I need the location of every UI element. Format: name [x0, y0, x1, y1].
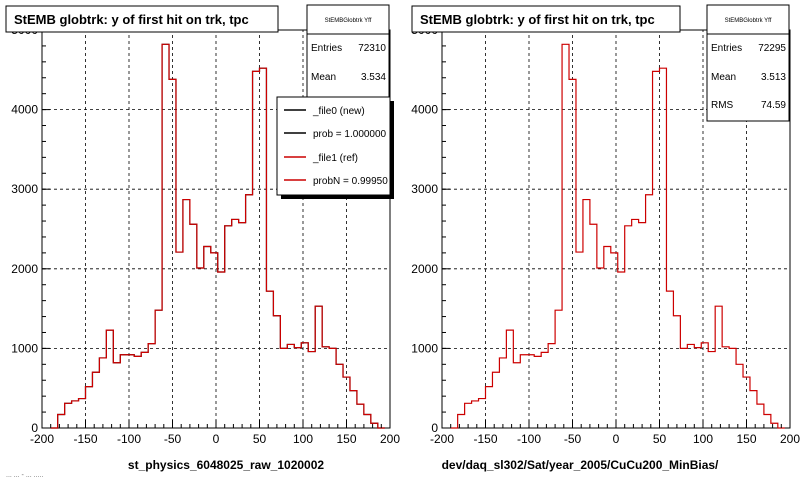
- left-stats-entries-value: 72310: [358, 43, 386, 54]
- x-tick-label: -50: [564, 432, 582, 446]
- right-stats-name: StEMBGlobtrk Yff: [725, 18, 772, 24]
- y-tick-label: 1000: [11, 341, 38, 355]
- y-tick-label: 1000: [411, 341, 438, 355]
- right-histogram: [450, 43, 785, 429]
- right-title: StEMB globtrk: y of first hit on trk, tp…: [420, 12, 655, 27]
- y-tick-label: 2000: [11, 262, 38, 276]
- left-stats-mean-value: 3.534: [361, 72, 386, 83]
- right-stats-box: [706, 4, 790, 122]
- x-tick-label: -100: [517, 432, 541, 446]
- legend-label-1: prob = 1.000000: [313, 129, 387, 140]
- right-stats-mean-value: 3.513: [761, 72, 786, 83]
- x-tick-label: -150: [73, 432, 97, 446]
- left-axis-ticks: -200 -150 -100 -50 0 50 100 150 2000100020003000…: [11, 23, 400, 446]
- x-tick-label: 50: [253, 432, 267, 446]
- y-tick-label: 4000: [411, 103, 438, 117]
- x-tick-label: 200: [780, 432, 800, 446]
- left-histogram: [50, 43, 385, 429]
- left-stats-name: StEMBGlobtrk Yff: [325, 18, 372, 24]
- x-tick-label: 0: [613, 432, 620, 446]
- y-tick-label: 3000: [411, 182, 438, 196]
- left-title-box: [5, 5, 279, 33]
- histogram-series-0: [450, 43, 785, 429]
- x-tick-label: 150: [336, 432, 356, 446]
- y-tick-label: 3000: [11, 182, 38, 196]
- x-tick-label: 200: [380, 432, 400, 446]
- left-title: StEMB globtrk: y of first hit on trk, tp…: [14, 12, 249, 27]
- x-tick-label: -200: [30, 432, 54, 446]
- legend-label-3: probN = 0.99950: [313, 176, 388, 187]
- x-tick-label: -50: [164, 432, 182, 446]
- right-stats-entries-label: Entries: [711, 43, 742, 54]
- legend-box: [276, 96, 391, 196]
- left-stats-mean-label: Mean: [311, 72, 336, 83]
- right-axis-ticks: -200 -150 -100 -50 0 50 100 150 2000100020003000…: [411, 23, 800, 446]
- legend: _file0 (new) prob = 1.000000 _file1 (ref…: [276, 96, 394, 199]
- x-tick-label: 100: [693, 432, 713, 446]
- left-panel: -200 -150 -100 -50 0 50 100 150 2000100020003000…: [5, 4, 400, 472]
- right-stats-rms-value: 74.59: [761, 100, 786, 111]
- right-x-label: dev/daq_sl302/Sat/year_2005/CuCu200_MinB…: [442, 458, 719, 472]
- right-grid: [442, 29, 790, 428]
- y-tick-label: 2000: [411, 262, 438, 276]
- left-x-label: st_physics_6048025_raw_1020002: [128, 458, 324, 472]
- x-tick-label: -200: [430, 432, 454, 446]
- legend-label-2: _file1 (ref): [312, 153, 358, 164]
- y-tick-label: 0: [431, 421, 438, 435]
- x-tick-label: 50: [653, 432, 667, 446]
- x-tick-label: 100: [293, 432, 313, 446]
- right-stats-entries-value: 72295: [758, 43, 786, 54]
- y-tick-label: 4000: [11, 103, 38, 117]
- legend-label-0: _file0 (new): [312, 106, 365, 117]
- x-tick-label: -100: [117, 432, 141, 446]
- left-stats-entries-label: Entries: [311, 43, 342, 54]
- right-title-box: [411, 5, 681, 33]
- x-tick-label: -150: [473, 432, 497, 446]
- histogram-series-1: [50, 43, 385, 429]
- right-panel: -200 -150 -100 -50 0 50 100 150 2000100020003000…: [411, 4, 800, 472]
- x-tick-label: 0: [213, 432, 220, 446]
- right-stats-rms-label: RMS: [711, 100, 734, 111]
- footer-text: ... ... - ... .....: [6, 472, 43, 479]
- right-stats-mean-label: Mean: [711, 72, 736, 83]
- x-tick-label: 150: [736, 432, 756, 446]
- y-tick-label: 0: [31, 421, 38, 435]
